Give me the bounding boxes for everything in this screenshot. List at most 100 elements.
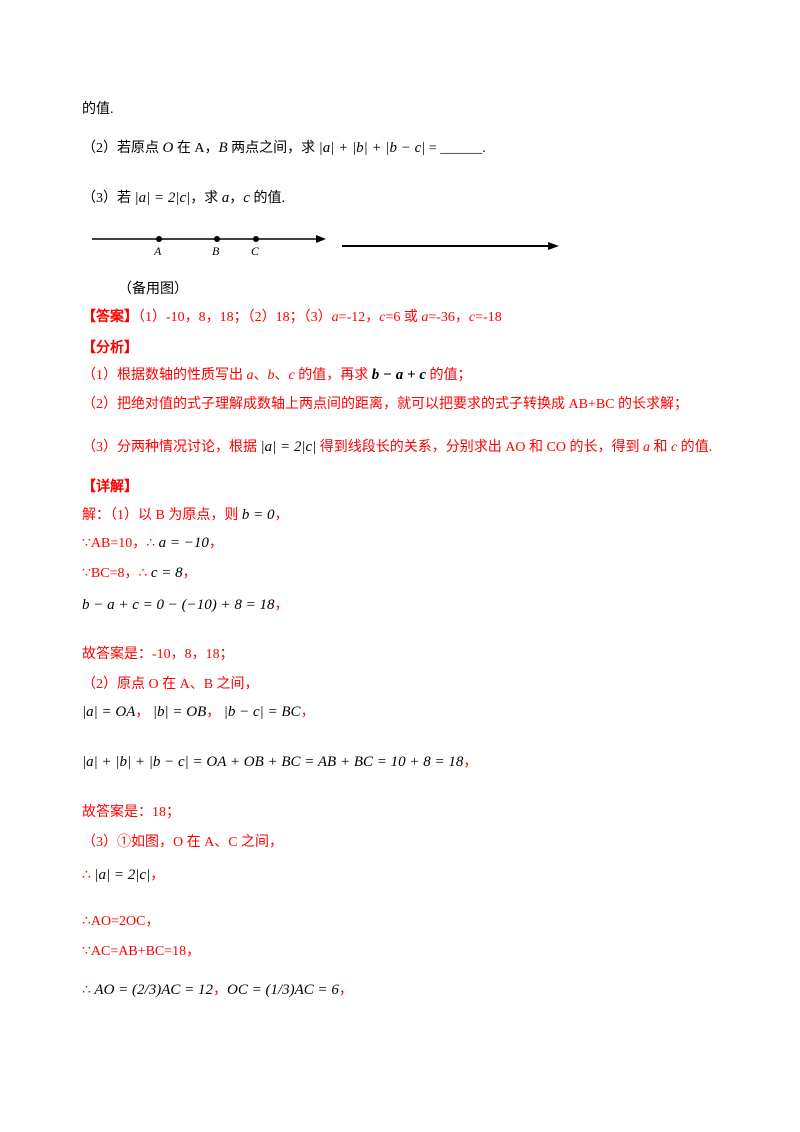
math-expression: a [421, 310, 429, 325]
math-expression: c [243, 190, 250, 206]
text-line: （3）分两种情况讨论，根据 |a| = 2|c| 得到线段长的关系，分别求出 A… [82, 437, 712, 458]
text-line: （2）把绝对值的式子理解成数轴上两点间的距离，就可以把要求的式子转换成 AB+B… [82, 395, 688, 415]
text-line: 的值. [82, 100, 114, 120]
text-line: 【详解】 [82, 478, 138, 498]
text-segment: ∴ [82, 983, 95, 998]
text-segment: 的值. [249, 191, 285, 206]
text-segment: ， [213, 983, 227, 998]
math-expression: |b| = OB [152, 704, 207, 720]
math-expression: |a| = OA [82, 704, 136, 720]
text-segment: 的值； [426, 368, 472, 383]
text-segment: （2）若原点 [82, 141, 163, 156]
text-segment: ∵AB=10，∴ [82, 536, 159, 551]
math-expression: |a| = 2|c| [134, 190, 191, 206]
arrow-icon [548, 242, 559, 250]
number-line [92, 235, 326, 243]
math-expression: c [288, 368, 295, 383]
label-c: C [251, 244, 260, 258]
math-expression: b − a + c = 0 − (−10) + 8 = 18 [82, 597, 275, 613]
text-segment: 的值. [677, 440, 713, 455]
text-line: 【分析】 [82, 339, 138, 359]
text-segment: ， [208, 536, 223, 551]
text-segment: =-18 [475, 310, 502, 325]
point-b [214, 236, 220, 242]
arrow-icon [316, 235, 326, 243]
text-line: ∵BC=8，∴ c = 8， [82, 563, 197, 584]
math-expression: |a| + |b| + |b − c| = OA + OB + BC = AB … [82, 754, 464, 770]
text-segment: ， [150, 868, 165, 883]
text-segment: = ______. [425, 141, 486, 156]
text-segment: 、 [274, 368, 289, 383]
text-line: 【答案】（1）-10，8，18；（2）18；（3）a=-12，c=6 或 a=-… [82, 308, 502, 328]
text-line: （3）①如图，O 在 A、C 之间， [82, 833, 283, 853]
math-expression: c [670, 440, 678, 455]
math-expression: B [218, 140, 228, 156]
text-segment: ， [274, 598, 289, 613]
text-segment: 【分析】 [82, 341, 138, 356]
math-expression: b = 0 [241, 507, 275, 523]
text-segment: ， [206, 705, 224, 720]
text-segment: 和 [649, 440, 671, 455]
text-segment: ， [182, 566, 197, 581]
math-expression: O [162, 140, 174, 156]
math-expression: a = −10 [158, 535, 209, 551]
text-line: （备用图） [118, 280, 188, 300]
text-segment: 、 [253, 368, 268, 383]
text-segment: ， [338, 983, 353, 998]
math-expression: a [221, 190, 230, 206]
text-line: （2）若原点 O 在 A，B 两点之间，求 |a| + |b| + |b − c… [82, 138, 486, 159]
text-line: （1）根据数轴的性质写出 a、b、c 的值，再求 b − a + c 的值； [82, 365, 472, 386]
text-segment: ， [229, 191, 244, 206]
math-expression: b − a + c [371, 367, 427, 383]
spare-number-line [342, 242, 559, 250]
text-line: |a| + |b| + |b − c| = OA + OB + BC = AB … [82, 752, 477, 773]
text-segment: ，求 [190, 191, 222, 206]
text-segment: 故答案是：18； [82, 805, 180, 820]
math-expression: AO = (2/3)AC = 12 [94, 982, 213, 998]
text-line: ∴AO=2OC， [82, 912, 159, 932]
label-a: A [154, 244, 162, 258]
point-a [156, 236, 162, 242]
label-b: B [212, 244, 220, 258]
text-segment: 解：（1）以 B 为原点，则 [82, 508, 242, 523]
text-line: ∴ |a| = 2|c|， [82, 865, 164, 886]
math-expression: |a| + |b| + |b − c| [318, 140, 426, 156]
text-segment: 故答案是：-10，8，18； [82, 647, 234, 662]
text-segment: （3）分两种情况讨论，根据 [82, 440, 261, 455]
text-segment: ∴ [82, 868, 95, 883]
text-line: 故答案是：18； [82, 803, 180, 823]
text-segment: ， [300, 705, 315, 720]
text-segment: 的值，再求 [294, 368, 372, 383]
text-segment: =-36， [428, 310, 469, 325]
text-segment: ∵AC=AB+BC=18， [82, 944, 201, 959]
math-expression: c [379, 310, 386, 325]
text-segment: （2）原点 O 在 A、B 之间， [82, 677, 259, 692]
math-expression: b [267, 368, 275, 383]
text-line: ∵AC=AB+BC=18， [82, 942, 200, 962]
text-segment: ， [463, 755, 478, 770]
text-segment: （1）-10，8，18；（2）18；（3） [138, 310, 332, 325]
math-expression: OC = (1/3)AC = 6 [227, 982, 339, 998]
math-expression: c = 8 [150, 565, 183, 581]
math-expression: a [331, 310, 339, 325]
math-expression: a [642, 440, 650, 455]
text-segment: （3）若 [82, 191, 135, 206]
text-line: 故答案是：-10，8，18； [82, 645, 234, 665]
text-segment: （2）把绝对值的式子理解成数轴上两点间的距离，就可以把要求的式子转换成 AB+B… [82, 397, 689, 412]
text-segment: ∴AO=2OC， [82, 914, 160, 929]
text-line: （2）原点 O 在 A、B 之间， [82, 675, 259, 695]
text-segment: 两点之间，求 [227, 141, 319, 156]
text-segment: （备用图） [118, 282, 188, 297]
text-segment: =6 或 [385, 310, 422, 325]
point-c [253, 236, 259, 242]
text-segment: ， [274, 508, 289, 523]
math-expression: |a| = 2|c| [260, 439, 317, 455]
text-segment: （3）①如图，O 在 A、C 之间， [82, 835, 284, 850]
text-line: （3）若 |a| = 2|c|，求 a，c 的值. [82, 188, 285, 209]
text-segment: 【详解】 [82, 480, 138, 495]
text-segment: =-12， [338, 310, 380, 325]
math-expression: |a| = 2|c| [94, 867, 151, 883]
text-segment: ， [135, 705, 153, 720]
text-line: b − a + c = 0 − (−10) + 8 = 18， [82, 595, 289, 616]
number-line-figure [92, 235, 559, 250]
